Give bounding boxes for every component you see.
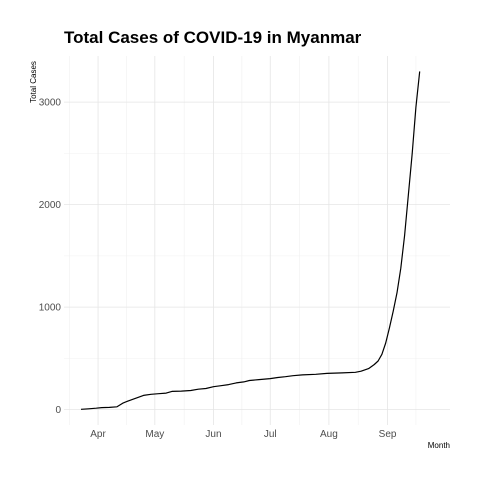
x-axis-title: Month: [428, 441, 450, 450]
x-tick-label: Apr: [90, 429, 106, 440]
x-tick-label: Aug: [320, 429, 338, 440]
chart-title: Total Cases of COVID-19 in Myanmar: [64, 28, 362, 47]
x-tick-labels: Apr May Jun Jul Aug Sep: [90, 429, 397, 440]
minor-grid: [64, 56, 450, 425]
y-tick-label: 1000: [39, 303, 62, 314]
x-tick-label: Jun: [205, 429, 221, 440]
x-tick-label: Sep: [379, 429, 397, 440]
y-tick-labels: 0 1000 2000 3000: [39, 98, 62, 417]
major-grid: [64, 56, 450, 425]
x-tick-label: May: [145, 429, 164, 440]
y-tick-label: 3000: [39, 98, 62, 109]
y-tick-label: 0: [55, 405, 61, 416]
series-line: [80, 71, 421, 410]
y-tick-label: 2000: [39, 200, 62, 211]
y-axis-title: Total Cases: [29, 61, 38, 103]
x-tick-label: Jul: [264, 429, 277, 440]
